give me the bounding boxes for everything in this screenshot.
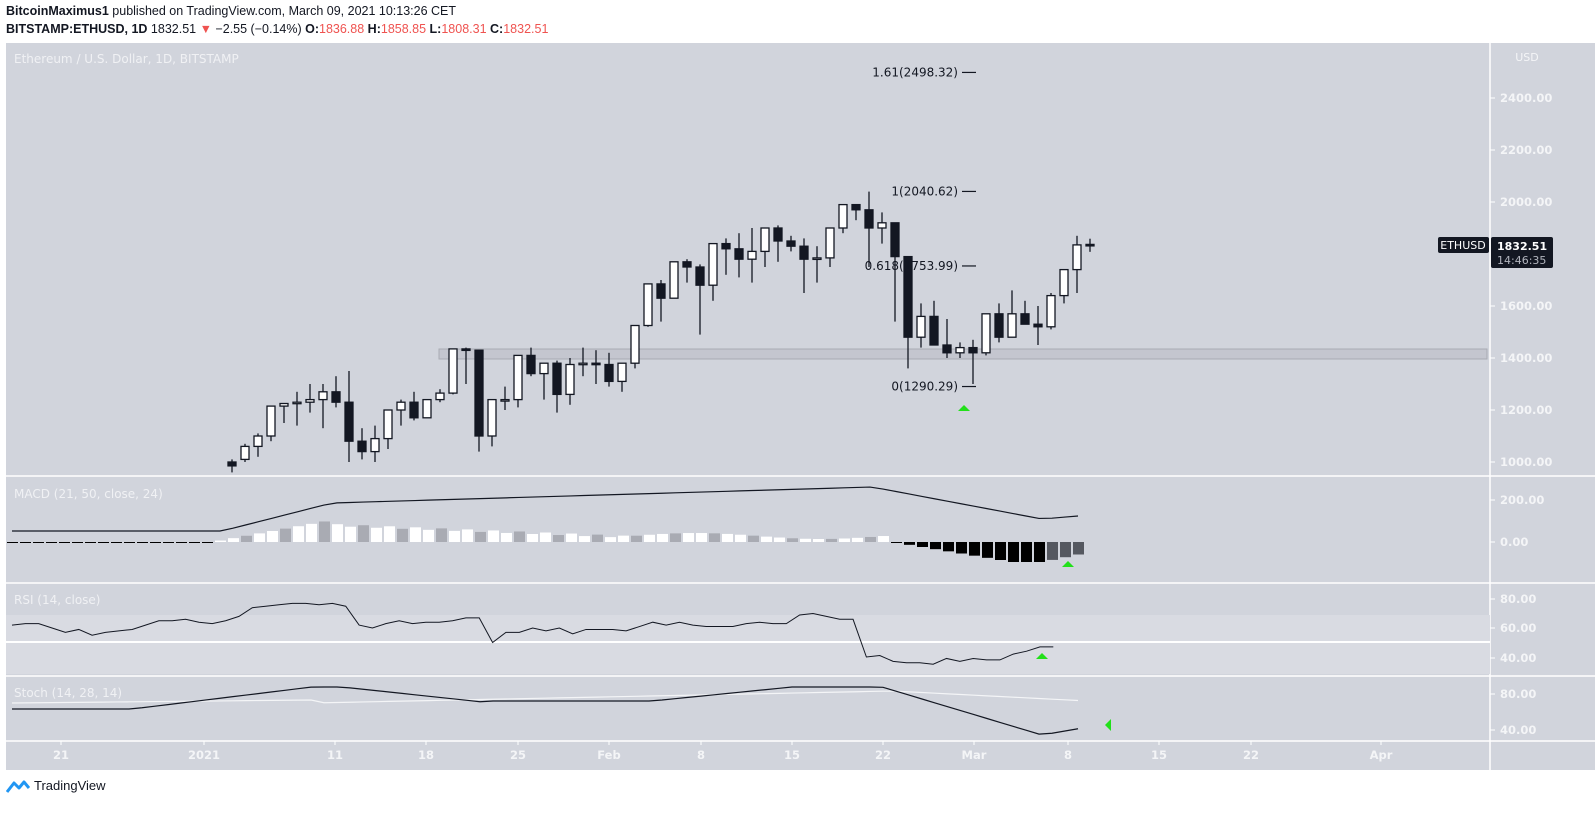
author-name[interactable]: BitcoinMaximus1 bbox=[6, 4, 109, 18]
low-label: L: bbox=[429, 22, 442, 36]
symbol-tag-label: ETHUSD bbox=[1440, 239, 1485, 252]
footer: TradingView bbox=[6, 778, 106, 793]
svg-text:80.00: 80.00 bbox=[1500, 592, 1536, 606]
tradingview-brand[interactable]: TradingView bbox=[34, 778, 106, 793]
stoch-title: Stoch (14, 28, 14) bbox=[14, 686, 122, 700]
stoch-series bbox=[11, 686, 1079, 735]
svg-text:15: 15 bbox=[1151, 748, 1167, 762]
svg-text:25: 25 bbox=[510, 748, 526, 762]
price-axis[interactable]: 2400.00 2200.00 2000.00 1600.00 1400.00 1200.… bbox=[1490, 91, 1552, 737]
svg-text:1(2040.62): 1(2040.62) bbox=[891, 184, 958, 198]
svg-text:200.00: 200.00 bbox=[1500, 493, 1544, 507]
fib-levels: 1.61(2498.32) 1(2040.62) 0.618(1753.99) 0(1… bbox=[865, 65, 976, 394]
svg-text:1200.00: 1200.00 bbox=[1500, 403, 1552, 417]
rsi-title: RSI (14, close) bbox=[14, 593, 100, 607]
svg-text:40.00: 40.00 bbox=[1500, 723, 1536, 737]
rsi-band bbox=[6, 615, 1490, 674]
svg-text:1000.00: 1000.00 bbox=[1500, 455, 1552, 469]
published-text: published on TradingView.com, March 09, … bbox=[112, 4, 457, 18]
macd-title: MACD (21, 50, close, 24) bbox=[14, 487, 163, 501]
tradingview-logo-icon bbox=[6, 780, 30, 793]
down-arrow-icon: ▼ bbox=[199, 22, 212, 36]
svg-text:22: 22 bbox=[875, 748, 891, 762]
signal-triangle-icon bbox=[1062, 561, 1074, 567]
svg-text:8: 8 bbox=[1064, 748, 1072, 762]
price-change: −2.55 (−0.14%) bbox=[215, 22, 302, 36]
svg-text:2021: 2021 bbox=[188, 748, 220, 762]
countdown-label: 14:46:35 bbox=[1497, 254, 1546, 267]
svg-text:1400.00: 1400.00 bbox=[1500, 351, 1552, 365]
last-price-label: 1832.51 bbox=[1497, 240, 1547, 253]
svg-text:Feb: Feb bbox=[597, 748, 620, 762]
svg-text:60.00: 60.00 bbox=[1500, 621, 1536, 635]
svg-text:2400.00: 2400.00 bbox=[1500, 91, 1552, 105]
svg-text:0.618(1753.99): 0.618(1753.99) bbox=[865, 259, 958, 273]
rsi-series bbox=[11, 602, 1054, 665]
svg-text:15: 15 bbox=[784, 748, 800, 762]
svg-text:40.00: 40.00 bbox=[1500, 651, 1536, 665]
close-value: 1832.51 bbox=[503, 22, 549, 36]
pane-separators bbox=[6, 43, 1595, 770]
svg-text:0(1290.29): 0(1290.29) bbox=[891, 380, 958, 394]
symbol-legend: BITSTAMP:ETHUSD, 1D 1832.51 ▼ −2.55 (−0.… bbox=[6, 22, 548, 36]
macd-series bbox=[7, 486, 1084, 562]
svg-text:8: 8 bbox=[697, 748, 705, 762]
last-price: 1832.51 bbox=[150, 22, 197, 36]
symbol-label: BITSTAMP:ETHUSD, 1D bbox=[6, 22, 148, 36]
high-value: 1858.85 bbox=[380, 22, 427, 36]
svg-text:18: 18 bbox=[418, 748, 434, 762]
svg-text:1600.00: 1600.00 bbox=[1500, 299, 1552, 313]
svg-text:80.00: 80.00 bbox=[1500, 687, 1536, 701]
svg-text:1.61(2498.32): 1.61(2498.32) bbox=[872, 65, 958, 79]
currency-label: USD bbox=[1515, 51, 1539, 64]
last-price-tag bbox=[1491, 237, 1553, 268]
svg-text:2200.00: 2200.00 bbox=[1500, 143, 1552, 157]
symbol-tag bbox=[1438, 237, 1489, 253]
main-pane-title: Ethereum / U.S. Dollar, 1D, BITSTAMP bbox=[14, 52, 239, 66]
svg-text:0.00: 0.00 bbox=[1500, 535, 1528, 549]
low-value: 1808.31 bbox=[441, 22, 487, 36]
svg-text:Apr: Apr bbox=[1370, 748, 1393, 762]
high-label: H: bbox=[367, 22, 381, 36]
open-label: O: bbox=[305, 22, 319, 36]
signal-triangle-icon bbox=[1036, 653, 1048, 659]
svg-text:22: 22 bbox=[1243, 748, 1259, 762]
svg-text:11: 11 bbox=[327, 748, 343, 762]
signal-triangle-icon bbox=[958, 405, 970, 411]
time-axis[interactable]: 21 2021 11 18 25 Feb 8 15 22 Mar 8 15 22 Apr bbox=[53, 741, 1393, 762]
svg-text:2000.00: 2000.00 bbox=[1500, 195, 1552, 209]
publish-info: BitcoinMaximus1 published on TradingView… bbox=[6, 4, 456, 18]
close-label: C: bbox=[490, 22, 504, 36]
open-value: 1836.88 bbox=[319, 22, 365, 36]
candles bbox=[227, 191, 1095, 473]
svg-text:21: 21 bbox=[53, 748, 69, 762]
chart-area[interactable]: 1.61(2498.32) 1(2040.62) 0.618(1753.99) 0(1… bbox=[6, 43, 1595, 770]
svg-text:Mar: Mar bbox=[962, 748, 987, 762]
chart-canvas[interactable]: 1.61(2498.32) 1(2040.62) 0.618(1753.99) 0(1… bbox=[6, 43, 1595, 770]
signal-triangle-icon bbox=[1105, 719, 1111, 731]
